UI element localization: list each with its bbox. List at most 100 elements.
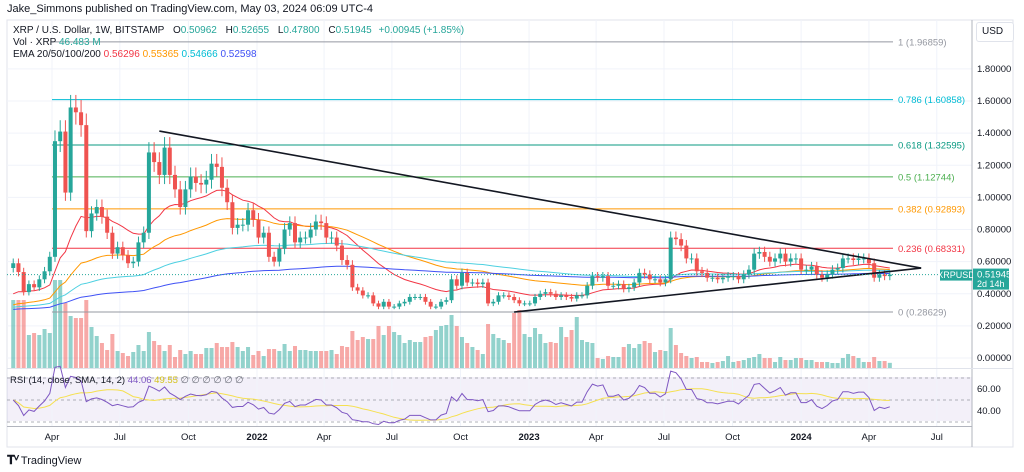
volume-bar [21,300,26,368]
candle-body [585,285,590,296]
fib-level-label: 1 (1.96859) [898,37,947,48]
candle-body [715,277,720,280]
candle-body [99,207,104,217]
close-value: 0.51945 [335,25,372,36]
price-axis-label: 0.60000 [977,257,1011,268]
candle-body [501,295,506,297]
volume-bar [360,337,365,368]
time-axis-label: Oct [181,432,196,443]
volume-bar [277,351,282,368]
volume-bar [846,354,851,368]
candle-body [371,295,376,304]
volume-bar [89,327,94,368]
time-axis-label: 2022 [246,432,267,443]
volume-bar [407,340,412,368]
candle-body [830,269,835,275]
candle-body [882,274,887,277]
volume-bar [574,317,579,368]
close-label: C [328,25,336,36]
ema100-value: 0.54666 [181,49,218,60]
candle-body [141,232,146,243]
candle-body [757,252,762,254]
volume-bar [788,360,793,368]
candle-body [444,300,449,302]
volume-bar [741,360,746,368]
candle-body [167,147,172,175]
volume-bar [653,352,658,368]
volume-label[interactable]: Vol · XRP [13,37,57,48]
candle-body [172,174,177,190]
candle-body [491,301,496,304]
volume-bar [866,362,871,368]
currency-button[interactable]: USD [976,22,1014,42]
volume-bar [882,361,887,368]
candle-body [736,276,741,280]
candle-body [240,224,245,226]
candle-body [423,296,428,302]
fib-level-label: 0.382 (0.92893) [898,204,965,215]
rsi-label[interactable]: RSI (14, close, SMA, 14, 2) [10,375,126,386]
volume-bar [595,358,600,368]
candle-body [538,293,543,297]
candle-body [783,253,788,262]
volume-bar [225,347,230,368]
volume-bar [486,324,491,368]
volume-bar [371,339,376,368]
candle-body [861,258,866,260]
volume-bar [679,353,684,368]
candle-body [225,187,230,203]
volume-bar [757,354,762,368]
candle-body [386,301,391,307]
ema-label[interactable]: EMA 20/50/100/200 [13,49,101,60]
candle-body [360,290,365,296]
candle-body [470,282,475,284]
candle-body [266,232,271,257]
volume-bar [804,360,809,368]
volume-bar [449,315,454,368]
candle-body [579,295,584,297]
footer-brand[interactable]: TradingView [20,454,82,467]
volume-bar [418,342,423,368]
volume-bar [877,361,882,368]
candle-body [694,258,699,272]
candle-body [146,152,151,233]
candle-body [611,285,616,287]
candle-body [866,258,871,264]
candle-body [115,247,120,254]
candle-body [32,284,37,288]
volume-bar [454,326,459,368]
candle-body [350,264,355,288]
volume-bar [746,358,751,368]
candle-body [762,252,767,257]
candle-body [188,176,193,190]
candle-body [689,258,694,260]
publish-info: Jake_Simmons published on TradingView.co… [7,3,374,15]
candle-body [282,229,287,249]
volume-bar [553,343,558,368]
volume-bar [193,354,198,368]
volume-bar [522,334,527,368]
candle-body [632,282,637,288]
volume-bar [42,329,47,368]
volume-bar [694,357,699,368]
candle-body [626,287,631,289]
symbol-badge [940,269,972,281]
volume-bar [501,340,506,368]
fib-level-label: 0.786 (1.60858) [898,95,965,106]
candle-body [653,279,658,281]
symbol-title[interactable]: XRP / U.S. Dollar, 1W, BITSTAMP [13,25,165,36]
candle-body [527,303,532,305]
volume-bar [663,351,668,368]
candle-body [621,284,626,289]
price-axis-label: 1.20000 [977,160,1011,171]
tradingview-logo-icon[interactable]: 𝐓ⱽ [7,453,19,467]
candle-body [209,163,214,180]
volume-bar [606,356,611,368]
volume-bar [293,346,298,368]
candle-body [799,258,804,270]
volume-bar [99,343,104,368]
time-axis-label: Jul [931,432,943,443]
volume-bar [183,354,188,368]
volume-bar [773,362,778,368]
